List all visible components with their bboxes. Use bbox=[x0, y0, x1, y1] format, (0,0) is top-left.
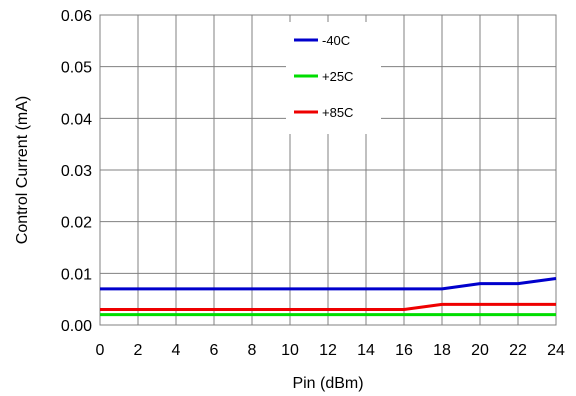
x-tick-label: 18 bbox=[433, 342, 451, 359]
y-tick-label: 0.00 bbox=[61, 318, 92, 335]
legend-label: -40C bbox=[322, 33, 350, 48]
x-axis-title: Pin (dBm) bbox=[292, 375, 363, 392]
x-tick-label: 16 bbox=[395, 342, 413, 359]
series-line-40c bbox=[100, 277, 557, 291]
y-axis-title: Control Current (mA) bbox=[14, 96, 31, 244]
x-tick-label: 12 bbox=[319, 342, 337, 359]
y-tick-label: 0.06 bbox=[61, 8, 92, 25]
y-tick-label: 0.04 bbox=[61, 111, 92, 128]
y-tick-label: 0.01 bbox=[61, 266, 92, 283]
legend-label: +85C bbox=[322, 105, 353, 120]
x-tick-label: 4 bbox=[172, 342, 181, 359]
series-lines bbox=[100, 277, 557, 317]
y-tick-labels: 0.00 0.01 0.02 0.03 0.04 0.05 0.06 bbox=[61, 8, 92, 335]
y-tick-label: 0.03 bbox=[61, 163, 92, 180]
x-tick-label: 8 bbox=[248, 342, 257, 359]
x-tick-label: 14 bbox=[357, 342, 375, 359]
x-tick-label: 6 bbox=[210, 342, 219, 359]
legend: -40C +25C +85C bbox=[286, 22, 381, 134]
y-tick-label: 0.02 bbox=[61, 215, 92, 232]
x-tick-label: 22 bbox=[509, 342, 527, 359]
x-tick-label: 0 bbox=[96, 342, 105, 359]
x-tick-labels: 0 2 4 6 8 10 12 14 16 18 20 22 24 bbox=[96, 342, 565, 359]
legend-label: +25C bbox=[322, 69, 353, 84]
series-line-85c bbox=[100, 302, 556, 311]
x-tick-label: 10 bbox=[281, 342, 299, 359]
y-tick-label: 0.05 bbox=[61, 60, 92, 77]
x-tick-label: 24 bbox=[547, 342, 565, 359]
plot-frame bbox=[99, 14, 557, 326]
x-tick-label: 20 bbox=[471, 342, 489, 359]
x-tick-label: 2 bbox=[134, 342, 143, 359]
